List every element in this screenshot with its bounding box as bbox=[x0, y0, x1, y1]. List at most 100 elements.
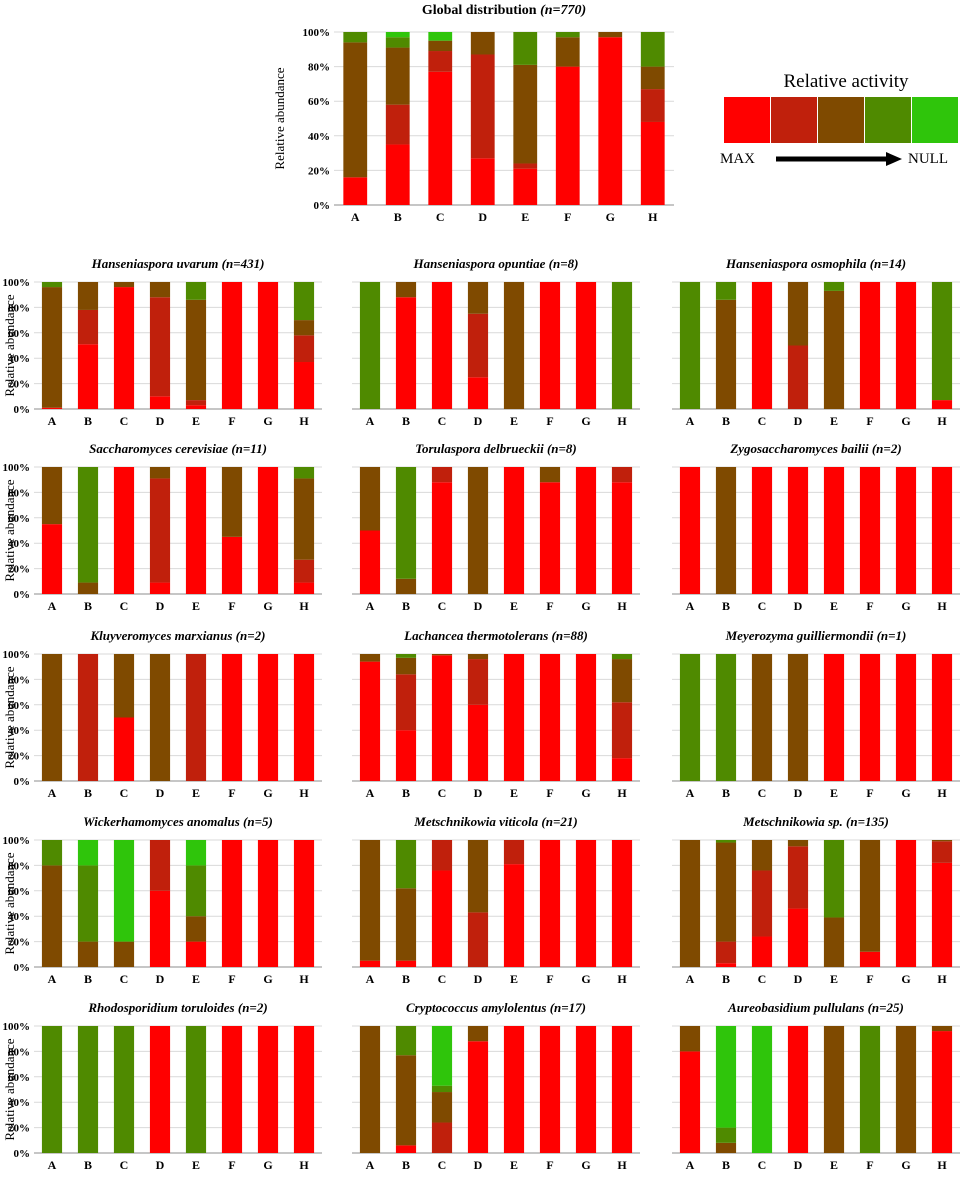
chart-title: Metschnikowia viticola (n=21) bbox=[413, 814, 577, 829]
legend-swatch-high bbox=[771, 97, 817, 143]
chart-panel: A B C D E F G H Zygosaccharomyces bailii (n=2) bbox=[672, 441, 960, 613]
bar-segment bbox=[931, 840, 953, 842]
bar-segment bbox=[787, 908, 809, 967]
y-tick-label: 80% bbox=[8, 860, 30, 872]
chart-title: Hanseniaspora uvarum (n=431) bbox=[91, 256, 265, 271]
x-tick-label: E bbox=[830, 414, 838, 428]
bar-segment bbox=[77, 582, 99, 594]
x-tick-label: D bbox=[156, 599, 165, 613]
x-tick-label: C bbox=[120, 599, 129, 613]
x-tick-label: A bbox=[366, 972, 375, 986]
legend-arrow-head bbox=[886, 152, 902, 166]
bar-segment bbox=[611, 282, 633, 409]
bar-segment bbox=[431, 654, 453, 656]
bar-segment bbox=[859, 282, 881, 409]
chart-title-n: (n=770) bbox=[540, 3, 586, 18]
bar-segment bbox=[431, 1092, 453, 1123]
bar-segment bbox=[359, 960, 381, 967]
y-tick-label: 60% bbox=[8, 700, 30, 712]
bar-segment bbox=[343, 177, 368, 205]
x-tick-label: C bbox=[438, 1158, 447, 1172]
y-tick-label: 100% bbox=[3, 1021, 31, 1033]
x-tick-label: G bbox=[581, 414, 590, 428]
bar-segment bbox=[431, 467, 453, 483]
bar-segment bbox=[611, 1026, 633, 1153]
bar-segment bbox=[359, 282, 381, 409]
x-tick-label: G bbox=[901, 786, 910, 800]
bar-segment bbox=[395, 1145, 417, 1153]
bar-segment bbox=[185, 840, 207, 866]
bar-segment bbox=[385, 47, 410, 105]
bar-segment bbox=[787, 840, 809, 847]
x-tick-label: B bbox=[402, 972, 410, 986]
x-tick-label: A bbox=[366, 1158, 375, 1172]
bar-segment bbox=[293, 654, 315, 781]
x-tick-label: E bbox=[510, 599, 518, 613]
bar-segment bbox=[931, 282, 953, 401]
bar-segment bbox=[539, 282, 561, 409]
x-tick-label: H bbox=[617, 972, 627, 986]
legend-title: Relative activity bbox=[783, 71, 909, 92]
bar-segment bbox=[895, 282, 917, 409]
x-tick-label: A bbox=[366, 786, 375, 800]
bar-segment bbox=[823, 654, 845, 781]
bar-segment bbox=[467, 467, 489, 594]
relative-activity-legend: Relative activity MAX NULL bbox=[720, 71, 958, 167]
x-tick-label: A bbox=[48, 786, 57, 800]
x-tick-label: H bbox=[937, 972, 947, 986]
bar-segment bbox=[470, 54, 495, 159]
chart-panel: A B C D E F G H Hanseniaspora osmophila (n=14) bbox=[672, 256, 960, 428]
bar-segment bbox=[859, 467, 881, 594]
bar-segment bbox=[931, 467, 953, 594]
bar-segment bbox=[257, 1026, 279, 1153]
x-tick-label: A bbox=[366, 414, 375, 428]
bar-segment bbox=[640, 121, 665, 205]
chart-title: Wickerhamomyces anomalus (n=5) bbox=[83, 814, 273, 829]
bar-segment bbox=[293, 840, 315, 967]
legend-swatch-medium bbox=[818, 97, 864, 143]
x-tick-label: B bbox=[402, 786, 410, 800]
chart-title: Kluyveromyces marxianus (n=2) bbox=[90, 628, 266, 643]
chart-panel: A B C D E F G H Lachancea thermotolerans (n=88) bbox=[352, 628, 640, 800]
bar-segment bbox=[113, 287, 135, 409]
chart-panel: A B C D E F G H 0% 20% 40% 60% 80% 100% Relative abund… bbox=[272, 3, 674, 224]
x-tick-label: A bbox=[48, 972, 57, 986]
bar-segment bbox=[41, 654, 63, 781]
bar-segment bbox=[859, 654, 881, 781]
bar-segment bbox=[431, 1122, 453, 1153]
chart-title: Saccharomyces cerevisiae (n=11) bbox=[89, 441, 267, 456]
x-tick-label: C bbox=[120, 786, 129, 800]
x-tick-label: H bbox=[617, 786, 627, 800]
bar-segment bbox=[859, 840, 881, 952]
x-tick-label: C bbox=[438, 972, 447, 986]
x-tick-label: F bbox=[866, 599, 873, 613]
x-tick-label: G bbox=[581, 972, 590, 986]
bar-segment bbox=[431, 1085, 453, 1093]
y-tick-label: 20% bbox=[308, 165, 330, 177]
bar-segment bbox=[431, 1026, 453, 1086]
bar-segment bbox=[77, 654, 99, 781]
bar-segment bbox=[715, 654, 737, 781]
x-tick-label: H bbox=[617, 599, 627, 613]
bar-segment bbox=[751, 654, 773, 781]
bar-segment bbox=[467, 1026, 489, 1042]
x-tick-label: C bbox=[758, 599, 767, 613]
bar-segment bbox=[293, 559, 315, 583]
bar-segment bbox=[539, 1026, 561, 1153]
bar-segment bbox=[185, 654, 207, 781]
bar-segment bbox=[611, 840, 633, 967]
x-tick-label: B bbox=[84, 414, 92, 428]
chart-panel: A B C D E F G H 0% 20% 40% 60% 80% 100% Relative abund… bbox=[2, 814, 322, 986]
bar-segment bbox=[385, 144, 410, 205]
bar-segment bbox=[787, 282, 809, 346]
x-tick-label: D bbox=[794, 1158, 803, 1172]
x-tick-label: B bbox=[722, 1158, 730, 1172]
x-tick-label: B bbox=[722, 972, 730, 986]
y-tick-label: 40% bbox=[8, 353, 30, 365]
bar-segment bbox=[113, 654, 135, 718]
chart-panel: A B C D E F G H 0% 20% 40% 60% 80% 100% Relative abund… bbox=[2, 1000, 322, 1172]
x-tick-label: D bbox=[156, 1158, 165, 1172]
bar-segment bbox=[787, 1026, 809, 1153]
bar-segment bbox=[640, 32, 665, 67]
